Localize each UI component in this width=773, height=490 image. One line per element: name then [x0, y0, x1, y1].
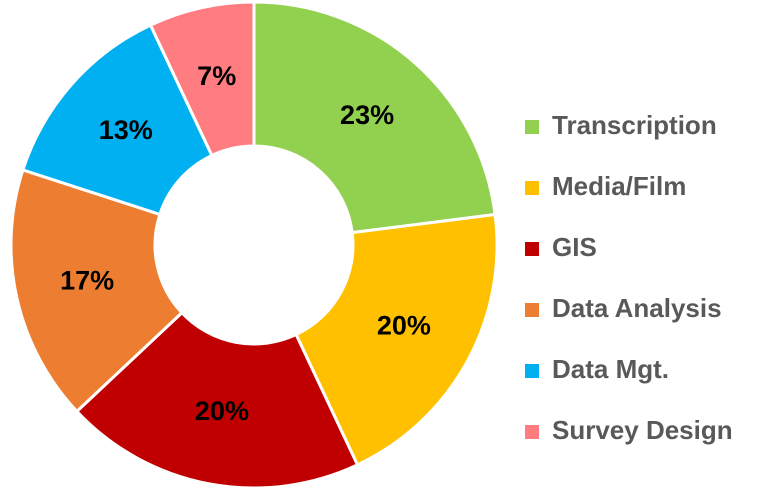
- legend-label: Transcription: [552, 110, 717, 140]
- donut-segment: [21, 23, 214, 217]
- donut-segment: [9, 168, 184, 414]
- legend-label: Data Mgt.: [552, 354, 669, 384]
- donut-segment: [294, 212, 499, 467]
- data-label: 7%: [197, 61, 236, 91]
- legend-swatch: [525, 242, 539, 256]
- legend-label: Media/Film: [552, 171, 686, 201]
- data-label: 23%: [340, 100, 394, 130]
- donut-segment: [148, 0, 256, 158]
- donut-segment: [74, 310, 360, 490]
- legend-label: Survey Design: [552, 415, 733, 445]
- donut-segment: [252, 0, 497, 235]
- legend-swatch: [525, 120, 539, 134]
- legend-swatch: [525, 303, 539, 317]
- data-label: 20%: [377, 311, 431, 341]
- data-label: 13%: [99, 115, 153, 145]
- data-label: 20%: [195, 396, 249, 426]
- legend-swatch: [525, 181, 539, 195]
- legend-label: GIS: [552, 232, 597, 262]
- legend-swatch: [525, 364, 539, 378]
- legend-label: Data Analysis: [552, 293, 722, 323]
- legend-swatch: [525, 425, 539, 439]
- data-label: 17%: [60, 265, 114, 295]
